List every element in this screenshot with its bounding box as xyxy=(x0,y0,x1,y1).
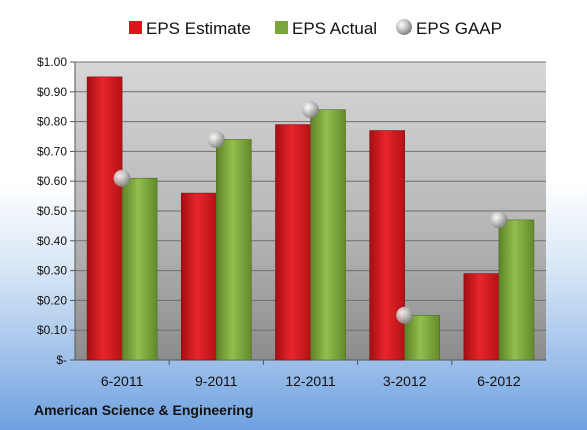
legend: EPS Estimate EPS Actual EPS GAAP xyxy=(129,19,502,38)
bar-eps-estimate xyxy=(86,76,123,361)
legend-swatch-actual xyxy=(275,21,288,34)
y-tick-label: $0.10 xyxy=(37,323,67,337)
bar-eps-actual xyxy=(121,177,158,361)
legend-label-gaap: EPS GAAP xyxy=(416,19,502,38)
x-tick-label: 9-2011 xyxy=(195,373,238,389)
marker-eps-gaap xyxy=(302,101,319,119)
bar-eps-estimate xyxy=(463,273,500,361)
company-name: American Science & Engineering xyxy=(34,402,254,418)
x-tick-label: 6-2011 xyxy=(101,373,144,389)
y-tick-label: $0.20 xyxy=(37,293,67,307)
y-tick-label: $0.90 xyxy=(37,85,67,99)
y-tick-label: $0.80 xyxy=(37,115,67,129)
marker-eps-gaap xyxy=(113,169,131,187)
bars xyxy=(86,76,535,361)
x-tick-label: 12-2011 xyxy=(285,373,336,389)
bar-eps-actual xyxy=(310,109,346,361)
bar-eps-actual xyxy=(216,139,252,361)
y-tick-label: $0.70 xyxy=(37,144,67,158)
bar-eps-estimate xyxy=(369,130,406,361)
legend-label-actual: EPS Actual xyxy=(292,19,377,38)
legend-swatch-estimate xyxy=(129,21,142,34)
x-tick-label: 6-2012 xyxy=(477,373,521,389)
x-axis-ticks: 6-2011 9-2011 12-2011 3-2012 6-2012 xyxy=(101,360,521,389)
y-axis-ticks: $- $0.10 $0.20 $0.30 $0.40 $0.50 $0.60 $0.70 $0.… xyxy=(37,55,76,367)
legend-label-estimate: EPS Estimate xyxy=(146,19,251,38)
bar-eps-actual xyxy=(404,314,441,361)
gaap-markers xyxy=(113,101,508,324)
y-tick-label: $0.60 xyxy=(37,174,67,188)
y-tick-label: $0.50 xyxy=(37,204,67,218)
bar-eps-estimate xyxy=(275,124,311,361)
y-tick-label: $1.00 xyxy=(37,55,67,69)
y-tick-label: $- xyxy=(56,353,67,367)
marker-eps-gaap xyxy=(396,306,414,324)
marker-eps-gaap xyxy=(207,130,225,148)
marker-eps-gaap xyxy=(490,211,508,229)
x-tick-label: 3-2012 xyxy=(383,373,427,389)
bar-eps-estimate xyxy=(181,192,217,361)
bar-eps-actual xyxy=(498,219,535,361)
y-tick-label: $0.40 xyxy=(37,234,67,248)
y-tick-label: $0.30 xyxy=(37,264,67,278)
legend-swatch-gaap xyxy=(396,19,412,35)
